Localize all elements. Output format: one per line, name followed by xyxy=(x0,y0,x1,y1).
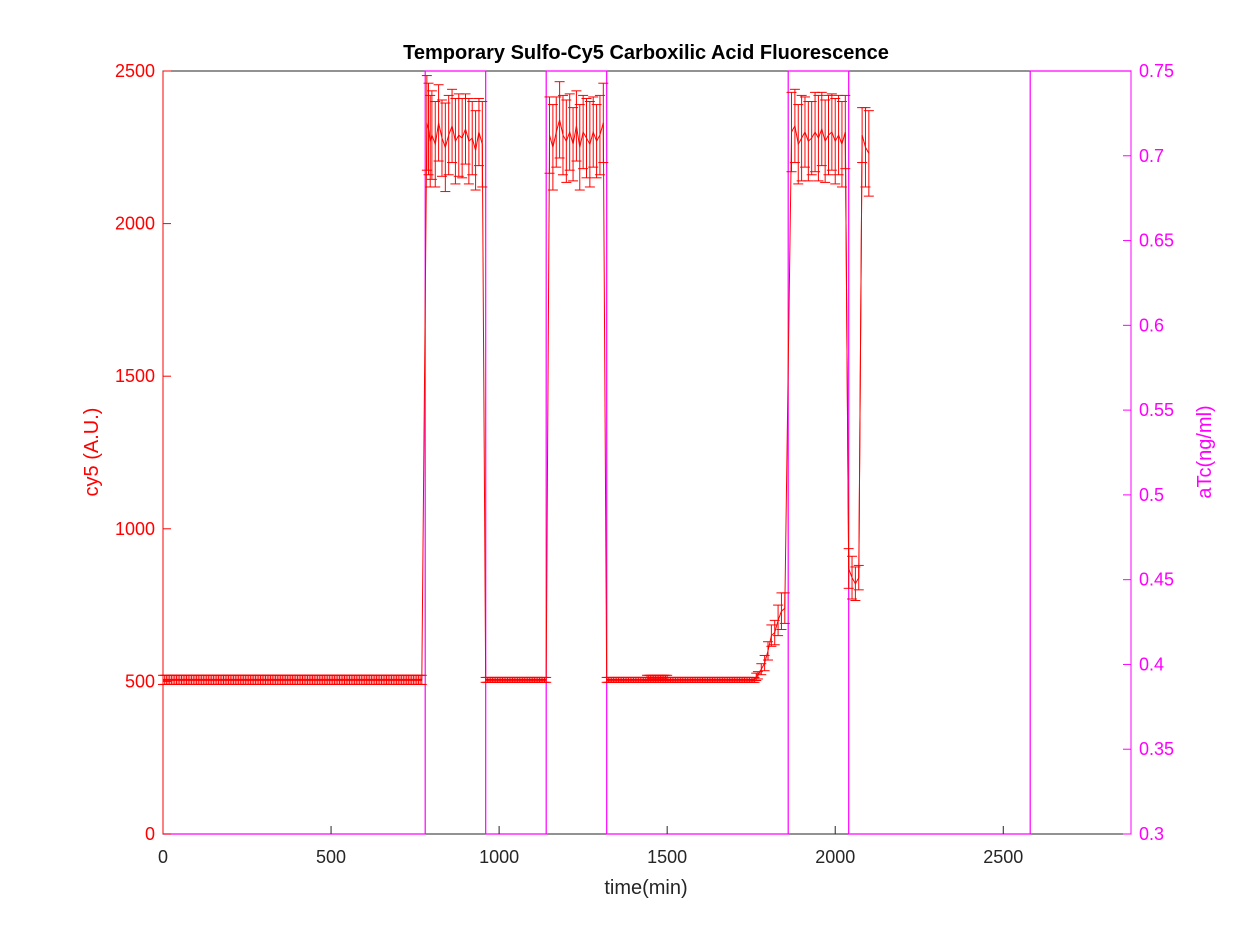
y-right-tick-label: 0.4 xyxy=(1139,654,1164,674)
y-right-tick-label: 0.65 xyxy=(1139,231,1174,251)
cy5-line xyxy=(791,124,870,585)
y-right-tick-label: 0.3 xyxy=(1139,824,1164,844)
y-right-tick-label: 0.55 xyxy=(1139,400,1174,420)
cy5-transition xyxy=(545,135,551,680)
y-left-tick-label: 2500 xyxy=(115,61,155,81)
cy5-series-layer xyxy=(158,75,874,685)
y-right-tick-label: 0.45 xyxy=(1139,570,1174,590)
cy5-errorbar xyxy=(863,110,874,197)
y-axis-left: 0 500 1000 1500 2000 2500 xyxy=(115,61,171,844)
y-axis-right: 0.3 0.35 0.4 0.45 0.5 0.55 0.6 0.65 0.7 0.75 xyxy=(1123,61,1174,844)
x-tick-label: 500 xyxy=(316,847,346,867)
x-axis-label: time(min) xyxy=(604,877,687,899)
y-left-tick-label: 2000 xyxy=(115,214,155,234)
chart-title: Temporary Sulfo-Cy5 Carboxilic Acid Fluo… xyxy=(403,42,889,64)
y-left-tick-label: 1500 xyxy=(115,366,155,386)
cy5-transition xyxy=(481,144,487,680)
cy5-transition xyxy=(844,132,850,569)
cy5-transition xyxy=(754,676,757,681)
y-right-tick-label: 0.75 xyxy=(1139,61,1174,81)
x-tick-label: 0 xyxy=(158,847,168,867)
cy5-transition xyxy=(784,132,793,609)
cy5-transition xyxy=(602,122,608,680)
x-tick-label: 2000 xyxy=(815,847,855,867)
x-tick-label: 2500 xyxy=(983,847,1023,867)
x-axis: 0 500 1000 1500 2000 2500 xyxy=(158,826,1023,867)
aTc-series-layer xyxy=(163,70,1131,835)
y-right-tick-label: 0.35 xyxy=(1139,739,1174,759)
cy5-transition xyxy=(858,135,863,578)
cy5-transition xyxy=(421,122,428,680)
y-left-tick-label: 0 xyxy=(145,824,155,844)
y-axis-left-label: cy5 (A.U.) xyxy=(81,408,103,497)
y-right-tick-label: 0.6 xyxy=(1139,315,1164,335)
cy5-line xyxy=(755,607,786,678)
y-axis-right-label: aTc(ng/ml) xyxy=(1194,405,1216,498)
x-tick-label: 1000 xyxy=(479,847,519,867)
cy5-baseline-errorbar xyxy=(662,674,673,681)
y-left-tick-label: 500 xyxy=(125,671,155,691)
x-tick-label: 1500 xyxy=(647,847,687,867)
aTc-step-line xyxy=(163,70,1131,835)
y-left-tick-label: 1000 xyxy=(115,519,155,539)
y-right-tick-label: 0.7 xyxy=(1139,146,1164,166)
y-right-tick-label: 0.5 xyxy=(1139,485,1164,505)
cy5-errorbar xyxy=(463,97,474,185)
